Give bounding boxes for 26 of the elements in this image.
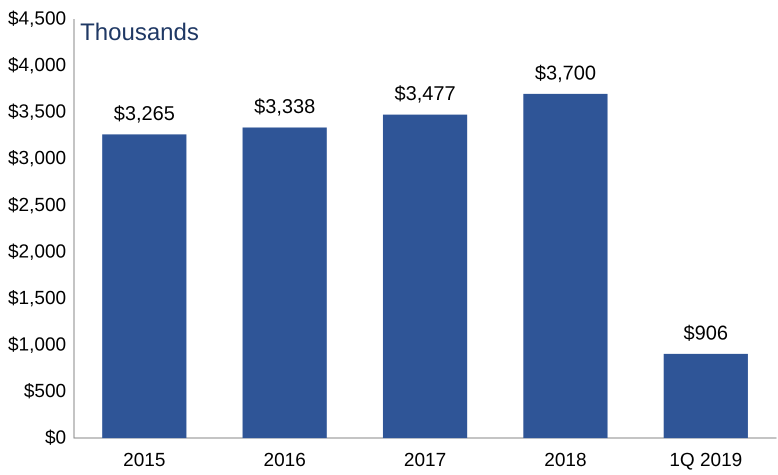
y-tick-label: $1,500 xyxy=(8,288,66,309)
bar xyxy=(664,354,748,438)
y-tick-label: $2,000 xyxy=(8,241,66,262)
bar xyxy=(523,94,608,438)
y-tick-label: $3,500 xyxy=(8,102,66,123)
y-tick-label: $4,500 xyxy=(8,8,66,30)
data-label: $906 xyxy=(684,322,728,344)
x-tick-label: 2018 xyxy=(544,450,587,471)
y-tick-label: $2,500 xyxy=(8,194,66,216)
y-tick-label: $3,000 xyxy=(8,148,66,170)
bar xyxy=(242,128,327,438)
x-tick-label: 2017 xyxy=(404,450,446,471)
y-tick-label: $0 xyxy=(44,427,66,448)
y-tick-label: $4,000 xyxy=(8,55,66,76)
x-tick-label: 2015 xyxy=(123,450,166,471)
bar xyxy=(102,134,186,438)
data-label: $3,477 xyxy=(394,83,456,106)
annotation: Thousands xyxy=(80,19,199,46)
y-tick-label: $1,000 xyxy=(8,334,66,356)
data-label: $3,338 xyxy=(254,96,316,118)
x-tick-label: 2016 xyxy=(264,450,306,471)
bar xyxy=(382,114,468,438)
x-tick-label: 1Q 2019 xyxy=(669,450,742,471)
data-label: $3,700 xyxy=(534,62,596,84)
data-label: $3,265 xyxy=(114,102,175,125)
y-tick-label: $500 xyxy=(24,380,66,402)
